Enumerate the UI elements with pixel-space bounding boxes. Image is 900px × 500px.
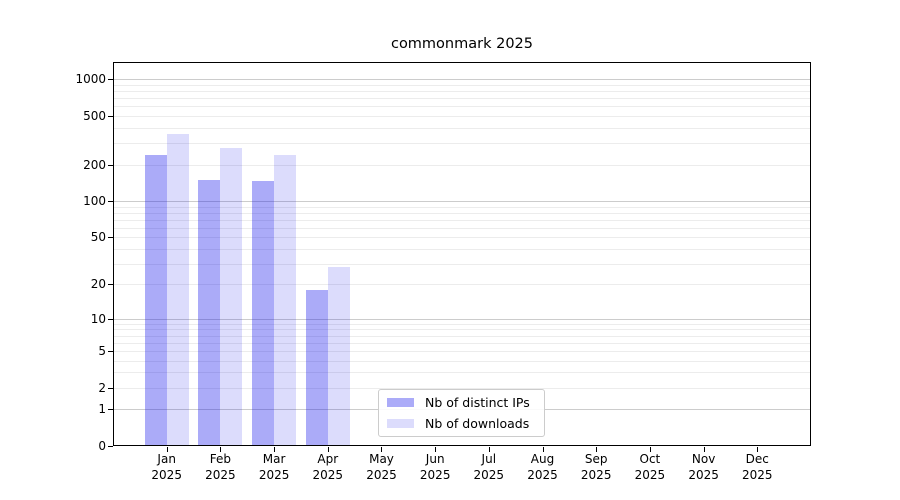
y-tick-label: 1 <box>98 402 106 417</box>
gridline-minor <box>114 143 810 144</box>
y-tick-mark <box>108 319 113 320</box>
gridline-major <box>114 319 810 320</box>
x-tick-label: Jan 2025 <box>151 452 182 482</box>
y-tick-mark <box>108 79 113 80</box>
y-tick-mark <box>108 388 113 389</box>
legend-swatch-distinct-ips <box>387 398 414 407</box>
y-tick-label: 50 <box>90 230 106 245</box>
x-tick-label: Feb 2025 <box>205 452 236 482</box>
x-tick-label: Aug 2025 <box>527 452 558 482</box>
gridline-minor <box>114 237 810 238</box>
gridline-minor <box>114 336 810 337</box>
x-tick-mark <box>650 447 651 452</box>
gridline-minor <box>114 329 810 330</box>
gridline-minor <box>114 372 810 373</box>
x-tick-label: Mar 2025 <box>258 452 290 482</box>
x-tick-label: Sep 2025 <box>580 452 612 482</box>
gridline-major <box>114 79 810 80</box>
y-tick-mark <box>108 446 113 447</box>
x-tick-mark <box>167 447 168 452</box>
gridline-minor <box>114 343 810 344</box>
x-tick-mark <box>435 447 436 452</box>
bar-downloads-mar <box>274 154 297 446</box>
gridline-minor <box>114 128 810 129</box>
legend-entry-downloads: Nb of downloads <box>387 415 536 432</box>
x-tick-label: Dec 2025 <box>742 452 773 482</box>
bar-downloads-apr <box>327 267 350 446</box>
gridline-minor <box>114 106 810 107</box>
x-tick-mark <box>274 447 275 452</box>
x-tick-label: Jul 2025 <box>473 452 505 482</box>
legend-swatch-downloads <box>387 419 414 428</box>
gridline-minor <box>114 116 810 117</box>
x-tick-label: Apr 2025 <box>312 452 344 482</box>
gridline-minor <box>114 284 810 285</box>
x-tick-label: Nov 2025 <box>688 452 719 482</box>
bar-downloads-jan <box>166 133 189 446</box>
y-tick-label: 2 <box>98 380 106 395</box>
y-tick-mark <box>108 409 113 410</box>
gridline-minor <box>114 85 810 86</box>
y-tick-label: 20 <box>90 277 106 292</box>
gridline-minor <box>114 228 810 229</box>
legend-label-downloads: Nb of downloads <box>425 416 530 431</box>
gridline-minor <box>114 388 810 389</box>
gridline-minor <box>114 98 810 99</box>
x-tick-mark <box>328 447 329 452</box>
y-tick-label: 1000 <box>75 72 106 87</box>
x-tick-mark <box>381 447 382 452</box>
y-tick-label: 10 <box>90 311 106 326</box>
x-tick-label: May 2025 <box>366 452 397 482</box>
x-tick-mark <box>596 447 597 452</box>
gridline-minor <box>114 249 810 250</box>
y-tick-label: 500 <box>83 109 106 124</box>
gridline-minor <box>114 213 810 214</box>
y-tick-mark <box>108 165 113 166</box>
y-tick-label: 5 <box>98 343 106 358</box>
bar-distinct-ips-jan <box>144 155 167 446</box>
legend: Nb of distinct IPs Nb of downloads <box>378 389 545 437</box>
y-tick-mark <box>108 351 113 352</box>
chart-title: commonmark 2025 <box>390 36 534 52</box>
gridline-minor <box>114 91 810 92</box>
gridline-minor <box>114 165 810 166</box>
y-tick-label: 200 <box>83 157 106 172</box>
y-tick-label: 100 <box>83 194 106 209</box>
y-tick-mark <box>108 284 113 285</box>
bar-distinct-ips-feb <box>198 180 221 446</box>
x-tick-mark <box>543 447 544 452</box>
gridline-minor <box>114 351 810 352</box>
x-tick-mark <box>757 447 758 452</box>
gridline-minor <box>114 207 810 208</box>
gridline-minor <box>114 264 810 265</box>
bar-downloads-feb <box>220 148 243 446</box>
y-tick-label: 0 <box>98 439 106 453</box>
y-tick-mark <box>108 116 113 117</box>
x-tick-mark <box>489 447 490 452</box>
gridline-minor <box>114 361 810 362</box>
gridline-major <box>114 201 810 202</box>
legend-label-distinct-ips: Nb of distinct IPs <box>425 395 530 410</box>
x-tick-label: Jun 2025 <box>419 452 451 482</box>
bar-distinct-ips-mar <box>252 181 275 446</box>
gridline-minor <box>114 324 810 325</box>
x-tick-mark <box>220 447 221 452</box>
bar-distinct-ips-apr <box>305 289 328 446</box>
gridline-minor <box>114 220 810 221</box>
y-tick-mark <box>108 237 113 238</box>
x-tick-mark <box>704 447 705 452</box>
y-tick-mark <box>108 201 113 202</box>
legend-entry-distinct-ips: Nb of distinct IPs <box>387 394 536 411</box>
x-tick-label: Oct 2025 <box>634 452 666 482</box>
